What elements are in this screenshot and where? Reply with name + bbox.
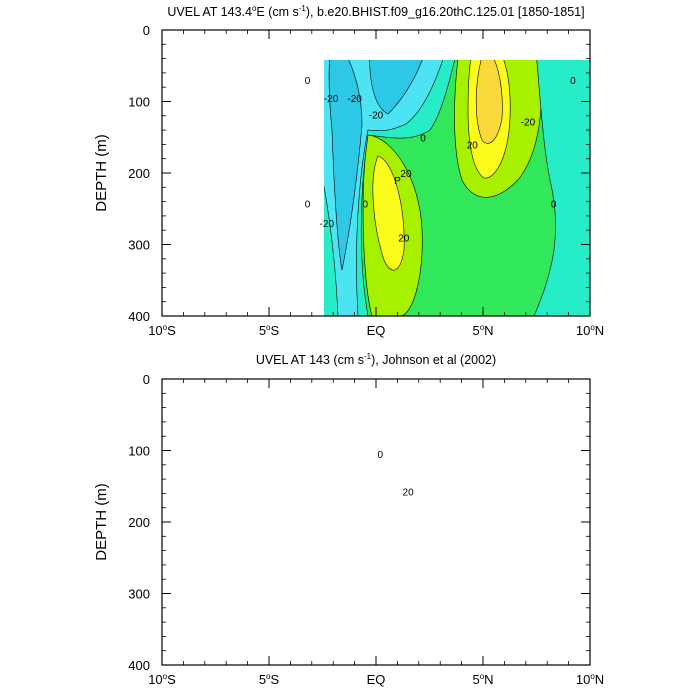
x-tick-label: 5oN — [472, 323, 493, 338]
contour-label: 0 — [305, 76, 311, 87]
contour-label: -20 — [347, 94, 362, 105]
title-part: UVEL AT 143.4 — [167, 5, 252, 20]
title-part: ), b.e20.BHIST.f09_g16.20thC.125.01 [185… — [305, 5, 585, 20]
contour-fill-region — [369, 60, 423, 115]
contour-fill-region — [316, 457, 338, 519]
x-tick-label: EQ — [367, 323, 386, 338]
contour-label: -20 — [320, 219, 335, 230]
title-part: o — [251, 4, 257, 13]
contour-label: -20 — [521, 118, 536, 129]
contour-fill-region — [370, 439, 482, 527]
contour-fill-group — [316, 383, 482, 527]
contour-label: 0 — [420, 133, 426, 144]
contour-fill-region — [475, 60, 503, 144]
x-tick-label: 10oS — [148, 323, 176, 338]
contour-label: -20 — [369, 110, 384, 121]
contour-label: 0 — [305, 200, 311, 211]
contour-fill-region — [316, 479, 328, 519]
x-tick-label: 10oN — [576, 672, 604, 687]
contour-fill-region — [376, 383, 462, 418]
contour-label: 20 — [467, 140, 479, 151]
title-part: -1 — [298, 4, 306, 13]
contour-fill-region — [392, 30, 424, 46]
contour-label: 0 — [551, 200, 557, 211]
title-part: ), Johnson et al (2002) — [371, 353, 497, 368]
x-tick-label: 5oS — [259, 323, 280, 338]
contour-label: P — [394, 176, 401, 187]
x-tick-label: 5oS — [259, 672, 280, 687]
contour-fill-region — [384, 513, 426, 527]
x-tick-label: 10oN — [576, 323, 604, 338]
y-tick-label: 100 — [128, 95, 150, 110]
x-tick-label: EQ — [367, 672, 386, 687]
contour-label: 20 — [403, 487, 415, 498]
contour-fill-region — [338, 519, 482, 527]
y-tick-label: 400 — [128, 309, 150, 324]
bottom-panel-title: UVEL AT 143 (cm s-1), Johnson et al (200… — [162, 352, 590, 367]
x-tick-label: 5oN — [472, 672, 493, 687]
contour-label: 0 — [363, 200, 369, 211]
contour-label: 0 — [570, 76, 576, 87]
y-tick-label: 300 — [128, 587, 150, 602]
y-tick-label: 400 — [128, 658, 150, 673]
contour-fill-region — [348, 479, 482, 527]
y-tick-label: 300 — [128, 238, 150, 253]
top-panel-title: UVEL AT 143.4oE (cm s-1), b.e20.BHIST.f0… — [162, 4, 590, 19]
y-tick-label: 100 — [128, 444, 150, 459]
contour-fill-region — [533, 60, 591, 317]
contour-label: 20 — [398, 233, 410, 244]
contour-fill-region — [430, 393, 482, 527]
contour-fill-region — [328, 60, 363, 271]
y-tick-label: 0 — [143, 23, 150, 38]
title-part: E (cm s — [256, 5, 299, 20]
contour-fill-region — [392, 517, 418, 527]
contour-fill-region — [372, 155, 405, 271]
y-tick-label: 0 — [143, 372, 150, 387]
y-tick-label: 200 — [128, 515, 150, 530]
x-tick-label: 10oS — [148, 672, 176, 687]
y-axis-label: DEPTH (m) — [93, 134, 110, 212]
no-data-mask — [162, 539, 590, 665]
y-tick-label: 200 — [128, 166, 150, 181]
contour-fill-region — [316, 383, 482, 519]
y-axis-label: DEPTH (m) — [93, 483, 110, 561]
contour-fill-group — [324, 30, 591, 317]
contour-fill-region — [352, 383, 464, 479]
contour-label: 20 — [400, 169, 412, 180]
contour-label: 0 — [377, 450, 383, 461]
title-part: UVEL AT 143 (cm s — [255, 353, 364, 368]
contour-fill-region — [328, 479, 482, 527]
title-part: -1 — [363, 352, 372, 361]
contour-label: -20 — [324, 94, 339, 105]
